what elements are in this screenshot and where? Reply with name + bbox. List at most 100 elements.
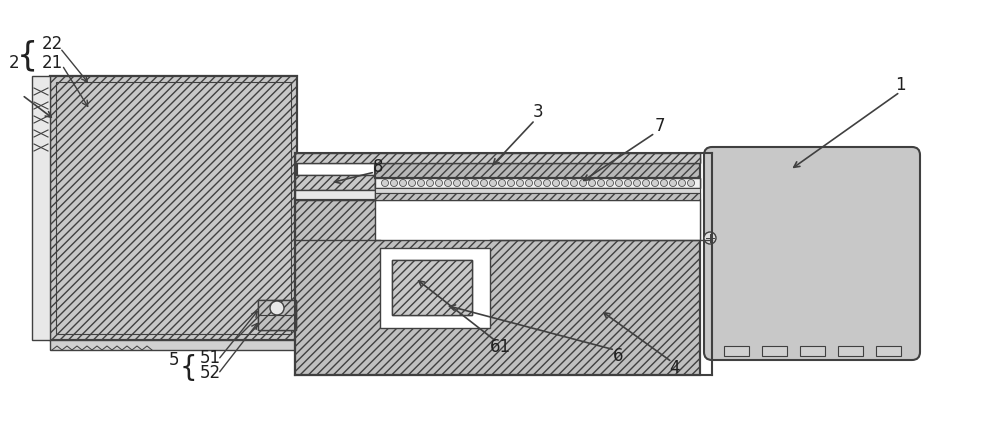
Circle shape bbox=[382, 179, 388, 187]
Circle shape bbox=[472, 179, 479, 187]
Circle shape bbox=[534, 179, 542, 187]
Circle shape bbox=[580, 179, 586, 187]
Circle shape bbox=[670, 179, 676, 187]
Circle shape bbox=[606, 179, 614, 187]
Circle shape bbox=[570, 179, 578, 187]
Circle shape bbox=[426, 179, 434, 187]
Circle shape bbox=[588, 179, 596, 187]
Circle shape bbox=[634, 179, 640, 187]
Circle shape bbox=[498, 179, 506, 187]
Circle shape bbox=[642, 179, 650, 187]
Circle shape bbox=[462, 179, 470, 187]
Bar bbox=[295, 200, 700, 375]
Circle shape bbox=[544, 179, 550, 187]
Bar bbox=[375, 178, 700, 188]
Circle shape bbox=[400, 179, 406, 187]
Circle shape bbox=[642, 179, 650, 187]
Circle shape bbox=[634, 179, 640, 187]
Circle shape bbox=[426, 179, 434, 187]
Circle shape bbox=[598, 179, 604, 187]
Circle shape bbox=[418, 179, 424, 187]
Circle shape bbox=[660, 179, 668, 187]
Bar bbox=[32, 76, 50, 340]
Bar bbox=[295, 153, 700, 163]
Text: 6: 6 bbox=[613, 347, 623, 365]
Circle shape bbox=[688, 179, 694, 187]
Circle shape bbox=[508, 179, 514, 187]
Bar bbox=[800, 346, 825, 356]
Circle shape bbox=[444, 179, 452, 187]
Bar bbox=[295, 190, 375, 202]
Circle shape bbox=[454, 179, 460, 187]
Circle shape bbox=[562, 179, 568, 187]
Bar bbox=[258, 300, 296, 330]
Circle shape bbox=[552, 179, 560, 187]
Bar bbox=[50, 340, 297, 350]
Text: {: { bbox=[16, 39, 38, 73]
Circle shape bbox=[480, 179, 488, 187]
Circle shape bbox=[508, 179, 514, 187]
Circle shape bbox=[516, 179, 524, 187]
Bar bbox=[56, 82, 291, 334]
Bar bbox=[50, 76, 297, 340]
Bar bbox=[295, 175, 375, 190]
Text: 1: 1 bbox=[895, 76, 905, 94]
Circle shape bbox=[498, 179, 506, 187]
Circle shape bbox=[688, 179, 694, 187]
Text: 61: 61 bbox=[489, 338, 511, 356]
Bar bbox=[392, 260, 472, 315]
Text: 5: 5 bbox=[169, 351, 179, 369]
Bar bbox=[375, 193, 700, 200]
Circle shape bbox=[390, 179, 398, 187]
Bar bbox=[375, 200, 700, 240]
Circle shape bbox=[616, 179, 622, 187]
Circle shape bbox=[660, 179, 668, 187]
Bar bbox=[375, 178, 700, 188]
Text: 22: 22 bbox=[42, 35, 63, 53]
Circle shape bbox=[444, 179, 452, 187]
Bar bbox=[50, 76, 297, 340]
Circle shape bbox=[580, 179, 586, 187]
Bar bbox=[375, 160, 700, 178]
Bar bbox=[375, 188, 700, 193]
Circle shape bbox=[418, 179, 424, 187]
Circle shape bbox=[588, 179, 596, 187]
Bar bbox=[375, 193, 700, 200]
Circle shape bbox=[454, 179, 460, 187]
Text: 3: 3 bbox=[533, 103, 543, 121]
Circle shape bbox=[606, 179, 614, 187]
Circle shape bbox=[598, 179, 604, 187]
Circle shape bbox=[490, 179, 496, 187]
Bar bbox=[762, 346, 787, 356]
Text: 51: 51 bbox=[200, 349, 221, 367]
Text: 8: 8 bbox=[373, 158, 383, 176]
Bar bbox=[295, 153, 700, 163]
Bar bbox=[392, 260, 472, 315]
Circle shape bbox=[400, 179, 406, 187]
Circle shape bbox=[472, 179, 479, 187]
Circle shape bbox=[616, 179, 622, 187]
Circle shape bbox=[570, 179, 578, 187]
Bar bbox=[375, 160, 700, 178]
Text: 52: 52 bbox=[200, 364, 221, 382]
Circle shape bbox=[480, 179, 488, 187]
Circle shape bbox=[270, 301, 284, 315]
FancyBboxPatch shape bbox=[704, 147, 920, 360]
Circle shape bbox=[552, 179, 560, 187]
Text: 7: 7 bbox=[655, 117, 665, 135]
Text: 21: 21 bbox=[42, 54, 63, 72]
Circle shape bbox=[436, 179, 442, 187]
Circle shape bbox=[678, 179, 686, 187]
Circle shape bbox=[462, 179, 470, 187]
Circle shape bbox=[670, 179, 676, 187]
Bar bbox=[375, 188, 700, 193]
Bar bbox=[876, 346, 901, 356]
Circle shape bbox=[678, 179, 686, 187]
Circle shape bbox=[409, 179, 416, 187]
Circle shape bbox=[704, 232, 716, 244]
Circle shape bbox=[436, 179, 442, 187]
Circle shape bbox=[526, 179, 532, 187]
Text: 2: 2 bbox=[9, 54, 19, 72]
Circle shape bbox=[624, 179, 632, 187]
Circle shape bbox=[562, 179, 568, 187]
